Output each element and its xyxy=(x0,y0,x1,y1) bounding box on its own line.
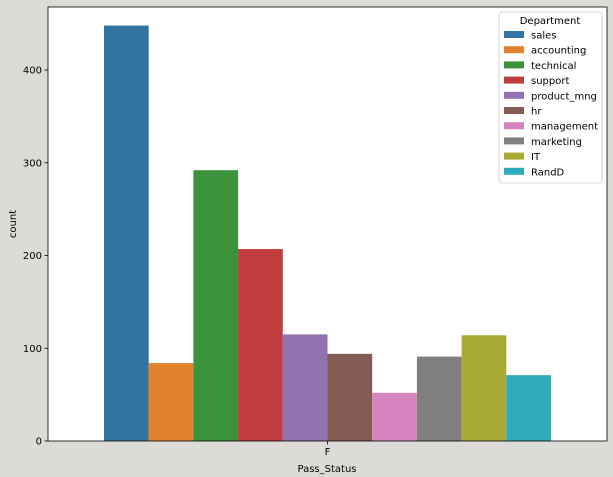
legend-label-support: support xyxy=(531,76,569,87)
bar-randd xyxy=(506,375,551,441)
bars-group xyxy=(104,25,551,442)
legend-swatch-marketing xyxy=(504,137,524,145)
bar-product-mng xyxy=(282,334,328,441)
legend-swatch-management xyxy=(504,122,524,130)
legend-swatch-support xyxy=(504,76,524,84)
legend-label-technical: technical xyxy=(531,61,576,72)
y-tick-label: 0 xyxy=(36,437,42,448)
bar-sales xyxy=(104,25,149,442)
legend-label-marketing: marketing xyxy=(531,137,582,148)
legend-swatch-hr xyxy=(504,107,524,114)
y-tick-label: 100 xyxy=(23,344,42,355)
y-tick-label: 400 xyxy=(23,66,42,77)
bar-accounting xyxy=(148,363,194,441)
legend-label-randd: RandD xyxy=(531,167,565,178)
y-axis-label: count xyxy=(8,210,19,238)
legend-swatch-technical xyxy=(504,61,524,69)
legend-swatch-randd xyxy=(504,167,524,175)
legend: Department sales accounting technical suppo… xyxy=(498,11,603,184)
legend-swatch-sales xyxy=(504,31,524,38)
x-axis: F xyxy=(325,441,331,458)
legend-swatch-accounting xyxy=(504,46,524,54)
legend-label-product-mng: product_mng xyxy=(531,91,597,102)
legend-label-hr: hr xyxy=(531,107,542,118)
bar-hr xyxy=(327,353,373,441)
y-tick-label: 200 xyxy=(23,251,42,262)
bar-it xyxy=(461,335,507,441)
bar-management xyxy=(372,392,417,441)
y-tick-label: 300 xyxy=(23,158,42,169)
legend-box xyxy=(498,11,603,184)
legend-swatch-it xyxy=(504,152,524,160)
bar-marketing xyxy=(416,356,462,441)
y-axis: 0 100 200 300 400 xyxy=(23,66,48,448)
legend-title: Department xyxy=(520,16,581,27)
bar-technical xyxy=(193,170,239,441)
legend-label-accounting: accounting xyxy=(531,46,586,57)
bar-support xyxy=(238,249,283,441)
legend-label-sales: sales xyxy=(531,31,556,42)
plot-frame xyxy=(47,6,608,442)
x-axis-label: Pass_Status xyxy=(298,464,357,475)
legend-swatch-product-mng xyxy=(504,91,524,99)
legend-label-management: management xyxy=(531,122,598,133)
x-tick-label: F xyxy=(325,447,331,458)
legend-items: sales accounting technical support product_m… xyxy=(504,31,598,178)
legend-label-it: IT xyxy=(531,152,541,163)
